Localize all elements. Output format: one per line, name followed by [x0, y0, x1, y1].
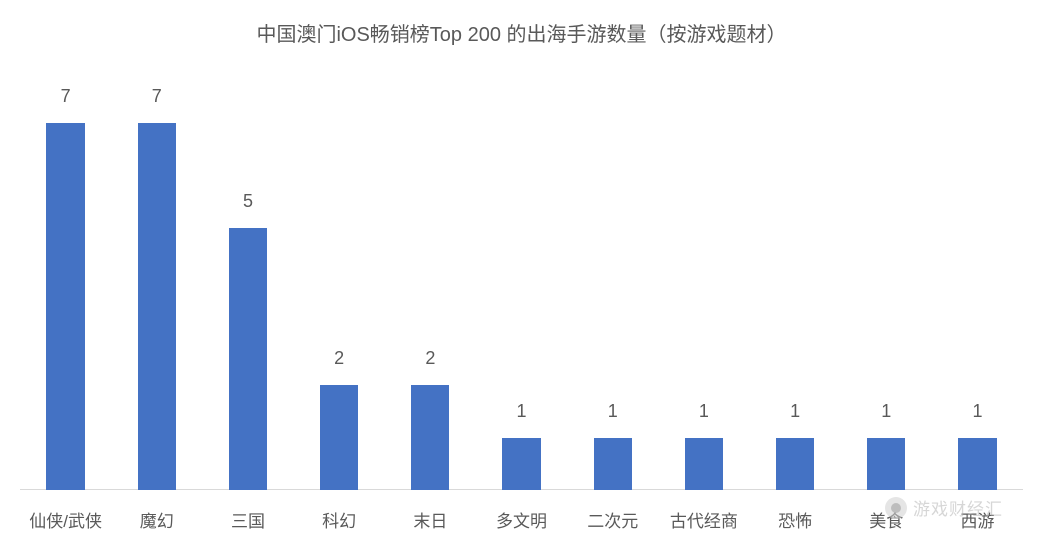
bar-value-label: 2 [294, 348, 385, 369]
x-axis-label: 三国 [202, 507, 293, 532]
chart-title: 中国澳门iOS畅销榜Top 200 的出海手游数量（按游戏题材） [0, 18, 1043, 47]
bar [685, 438, 723, 491]
bar-value-label: 7 [20, 86, 111, 107]
x-axis-label: 古代经商 [658, 507, 749, 532]
bar-value-label: 2 [385, 348, 476, 369]
bar-value-label: 1 [841, 401, 932, 422]
bar-wrap: 1 [658, 70, 749, 490]
bar [320, 385, 358, 490]
x-axis-label: 仙侠/武侠 [20, 507, 111, 532]
bar-value-label: 5 [202, 191, 293, 212]
bar-wrap: 1 [932, 70, 1023, 490]
bar-wrap: 1 [476, 70, 567, 490]
bar [958, 438, 996, 491]
bar-wrap: 1 [841, 70, 932, 490]
bar-wrap: 1 [750, 70, 841, 490]
bar [138, 123, 176, 491]
bar-value-label: 7 [111, 86, 202, 107]
watermark-text: 游戏财经汇 [913, 495, 1003, 520]
watermark: 游戏财经汇 [885, 495, 1003, 520]
x-axis-label: 科幻 [294, 507, 385, 532]
bar-value-label: 1 [567, 401, 658, 422]
plot-area: 77522111111 [20, 70, 1023, 490]
bar-wrap: 5 [202, 70, 293, 490]
bar-value-label: 1 [476, 401, 567, 422]
x-axis-label: 恐怖 [750, 507, 841, 532]
x-axis-label: 末日 [385, 507, 476, 532]
wechat-icon [885, 497, 907, 519]
x-axis-labels: 仙侠/武侠魔幻三国科幻末日多文明二次元古代经商恐怖美食西游 [20, 507, 1023, 532]
x-axis-label: 魔幻 [111, 507, 202, 532]
bar-wrap: 2 [385, 70, 476, 490]
bar-wrap: 1 [567, 70, 658, 490]
bar [594, 438, 632, 491]
bar-wrap: 2 [294, 70, 385, 490]
bar [46, 123, 84, 491]
bars-group: 77522111111 [20, 70, 1023, 490]
bar-wrap: 7 [20, 70, 111, 490]
bar [867, 438, 905, 491]
x-axis-label: 多文明 [476, 507, 567, 532]
bar [776, 438, 814, 491]
bar [229, 228, 267, 491]
bar [411, 385, 449, 490]
bar-wrap: 7 [111, 70, 202, 490]
bar-value-label: 1 [750, 401, 841, 422]
x-axis-label: 二次元 [567, 507, 658, 532]
bar-value-label: 1 [658, 401, 749, 422]
bar-value-label: 1 [932, 401, 1023, 422]
chart-container: 中国澳门iOS畅销榜Top 200 的出海手游数量（按游戏题材） 7752211… [0, 0, 1043, 550]
bar [502, 438, 540, 491]
